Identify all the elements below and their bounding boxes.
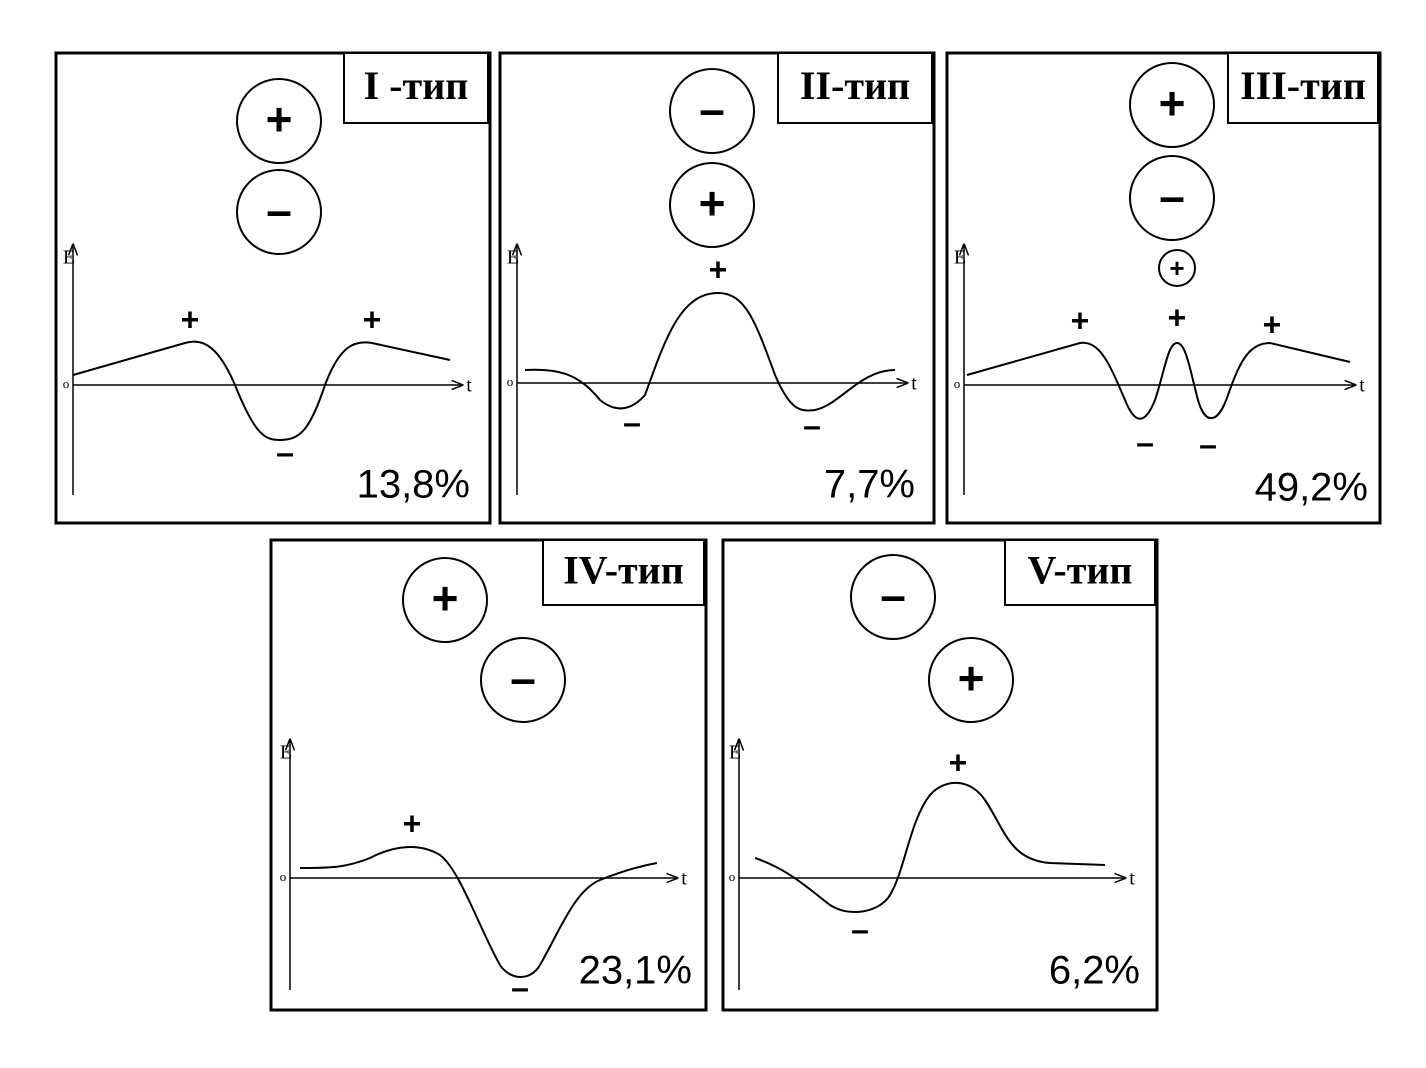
curve-sign: – [851,911,869,947]
title-box [542,539,705,606]
charge-circle [669,68,755,154]
charge-circle [1129,62,1215,148]
y-axis-label: E [729,742,741,764]
x-axis-label: t [911,373,917,395]
charge-sign: + [1159,77,1186,129]
panel-frame [721,538,1159,1012]
panel: II-тип–+Eo t+– –7,7% [498,51,936,525]
charge-circle [236,78,322,164]
panel: III-тип + – + Eo t + + + – – 49,2% [945,51,1382,525]
charge-circle [850,554,936,640]
share-label: 49,2% [1255,466,1368,510]
charge-sign: + [699,177,726,229]
charge-sign: – [266,184,292,236]
charge-sign: – [510,652,536,704]
y-axis-label: E [954,247,966,269]
curve-sign: + [1263,306,1282,342]
charge-sign: – [880,569,906,621]
charge-circle [669,162,755,248]
charge-sign: + [1169,253,1184,283]
panel-title: I -тип [364,63,469,108]
curve-sign: + [181,301,200,337]
curve-sign: – [803,407,821,443]
title-box [777,52,933,124]
curve-sign: – [1136,424,1154,460]
panel-title: II-тип [800,63,910,108]
share-label: 23,1% [579,949,692,993]
x-axis-label: t [1359,375,1365,397]
x-axis-label: t [1129,868,1135,890]
title-box [343,52,489,124]
panel: V-тип–+Eo t+–6,2% [721,538,1159,1012]
potential-curve [966,341,1351,420]
charge-circle [480,637,566,723]
curve-sign: – [1199,426,1217,462]
curve-sign: + [1168,299,1187,335]
origin-label: o [729,869,736,884]
charge-sign: + [958,652,985,704]
curve-sign: + [403,805,422,841]
curve-sign: – [276,434,294,470]
charge-sign: – [1159,170,1185,222]
y-axis-label: E [280,742,292,764]
panel: IV-тип+–Eo t+– 23,1% [269,538,708,1012]
origin-label: o [507,374,514,389]
title-box [1004,539,1156,606]
panel-title: III-тип [1240,63,1366,108]
share-label: 6,2% [1049,949,1140,993]
share-label: 7,7% [824,463,915,507]
panel-title: IV-тип [563,548,684,593]
potential-curve [524,291,896,412]
potential-curve [299,846,658,978]
origin-label: o [280,869,287,884]
charge-circle [928,637,1014,723]
curve-sign: + [949,744,968,780]
curve-sign: + [1071,302,1090,338]
share-label: 13,8% [357,463,470,507]
origin-label: o [954,376,961,391]
potential-curve [72,340,451,442]
y-axis-label: E [507,247,519,269]
potential-curve [754,781,1106,913]
panel-title: V-тип [1028,548,1133,593]
curve-sign: + [709,251,728,287]
charge-circle [1158,249,1196,287]
curve-sign: + [363,301,382,337]
charge-sign: – [699,83,725,135]
panel-frame [269,538,708,1012]
title-box [1227,52,1379,124]
charge-sign: + [266,93,293,145]
charge-circle [236,169,322,255]
y-axis-label: E [63,247,75,269]
charge-circle [1129,155,1215,241]
origin-label: o [63,376,70,391]
panel: I -тип + – Eo t + + – 13,8% [54,51,492,525]
x-axis-label: t [466,375,472,397]
x-axis-label: t [681,868,687,890]
curve-sign: – [623,404,641,440]
charge-circle [402,557,488,643]
charge-sign: + [432,572,459,624]
curve-sign: – [511,969,529,1005]
